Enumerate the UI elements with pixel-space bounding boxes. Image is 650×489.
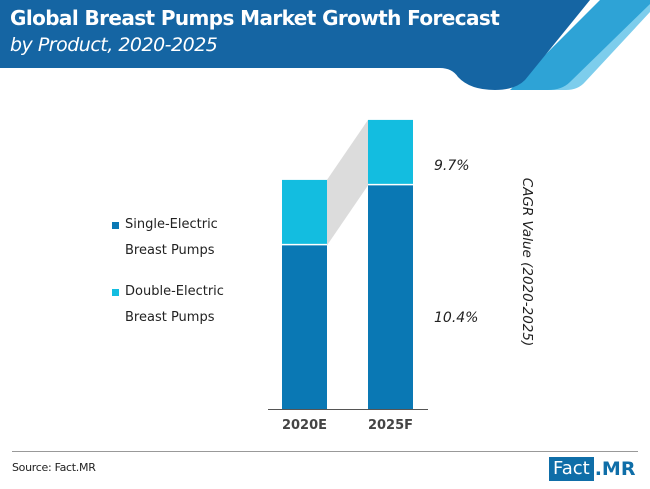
bar-single-electric-2020e (282, 245, 327, 409)
legend-label-line1: Single-Electric (125, 217, 218, 232)
legend-swatch-single-electric (112, 222, 119, 229)
header-stripe-mid (510, 0, 650, 90)
legend-label-line1: Double-Electric (125, 284, 224, 299)
legend-label-line2: Breast Pumps (125, 310, 215, 325)
bar-double-electric-2025f (368, 119, 413, 184)
legend-label-line2: Breast Pumps (125, 243, 215, 258)
cagr-label-single-electric: 10.4% (434, 310, 479, 326)
bar-single-electric-2025f (368, 185, 413, 409)
x-tick-label: 2020E (282, 418, 327, 433)
source-text: Source: Fact.MR (12, 461, 96, 474)
cagr-label-double-electric: 9.7% (434, 158, 470, 174)
factmr-logo: Fact .MR (549, 457, 635, 481)
legend-swatch-double-electric (112, 289, 119, 296)
chart-plot: 2020E 2025F (268, 119, 428, 433)
header-banner (0, 0, 650, 90)
chart-subtitle: by Product, 2020-2025 (10, 34, 218, 56)
header-band (0, 0, 590, 90)
footer-divider (12, 451, 638, 452)
logo-mr: .MR (594, 458, 636, 480)
x-tick-label: 2025F (368, 418, 413, 433)
chart-title: Global Breast Pumps Market Growth Foreca… (10, 6, 500, 30)
bar-double-electric-2020e (282, 179, 327, 244)
logo-fact: Fact (549, 457, 594, 481)
cagr-axis-label: CAGR Value (2020-2025) (519, 177, 535, 347)
bar-connector (327, 119, 368, 246)
